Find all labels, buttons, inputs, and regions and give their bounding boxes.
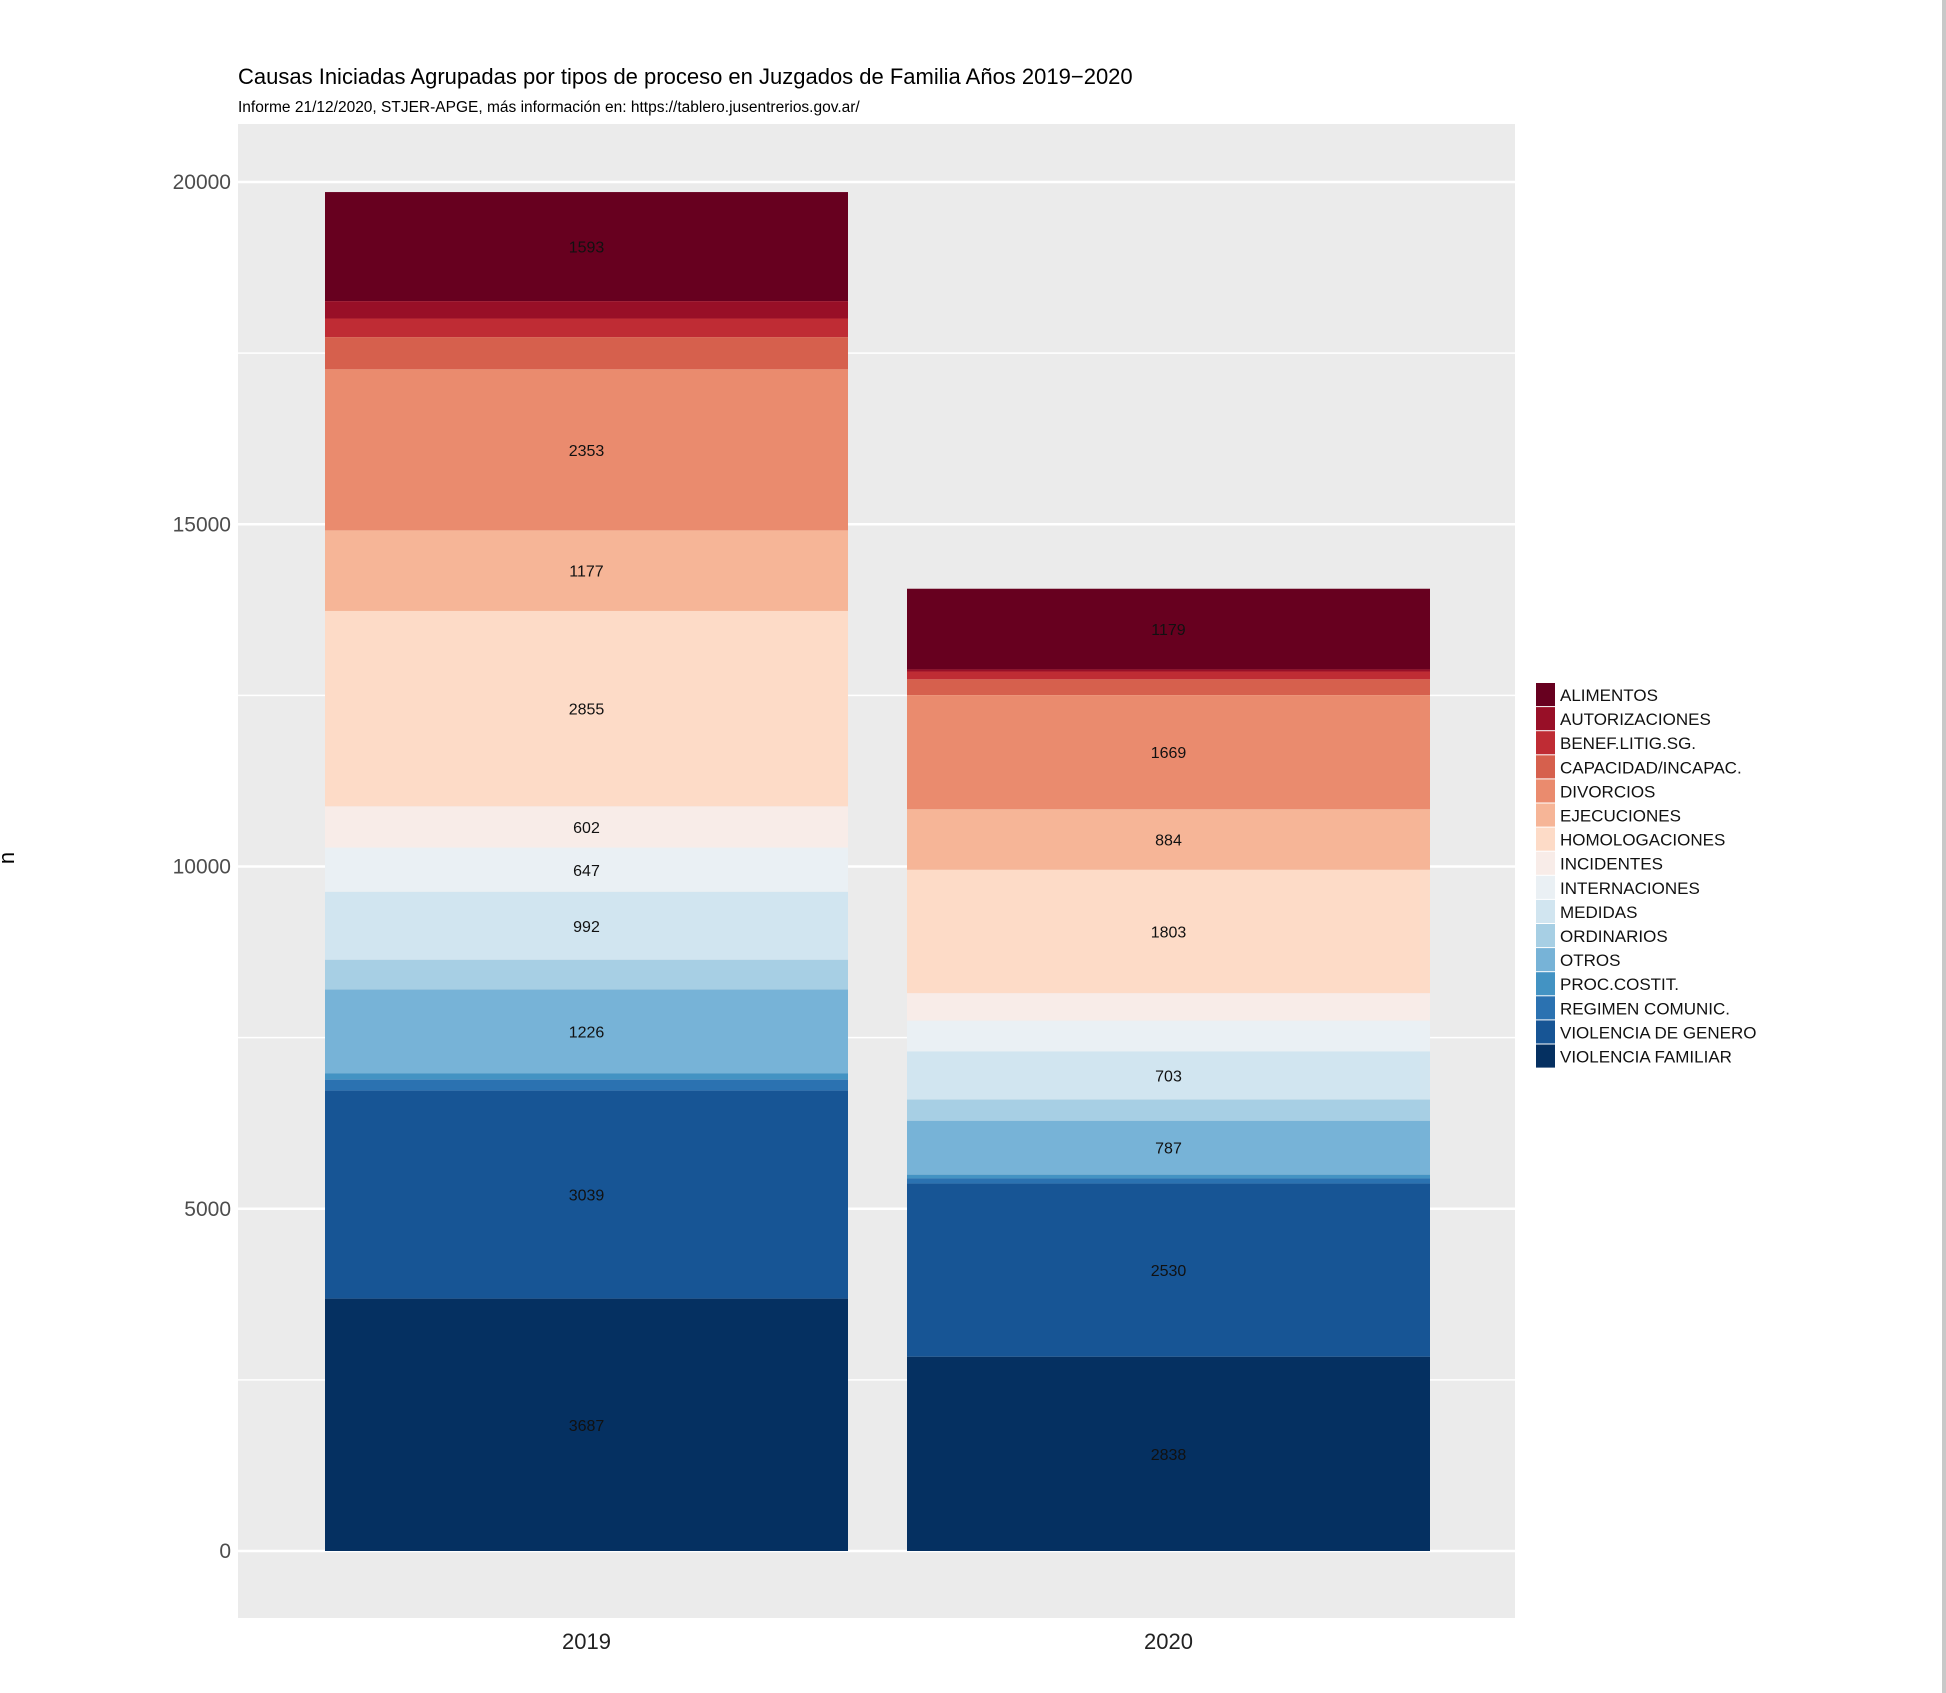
legend-label: INTERNACIONES [1560,879,1700,898]
bar-segment-2019-autorizaciones [325,301,848,319]
data-label: 1593 [569,240,605,257]
bar-segment-2020-regimen-comunic- [907,1178,1430,1184]
y-tick-label: 10000 [173,856,231,879]
legend-label: BENEF.LITIG.SG. [1560,734,1696,753]
legend-label: ALIMENTOS [1560,686,1658,705]
bar-segment-2019-ordinarios [325,959,848,990]
data-label: 787 [1155,1141,1182,1158]
legend-label: VIOLENCIA DE GENERO [1560,1023,1757,1042]
legend-swatch [1536,683,1555,707]
data-label: 703 [1155,1069,1182,1086]
data-label: 1179 [1151,622,1186,639]
data-label: 992 [573,919,600,936]
data-label: 1669 [1151,745,1187,762]
data-label: 1803 [1151,925,1187,942]
bar-segment-2019-alimentos [325,192,848,302]
bars [325,192,1430,1551]
legend-label: AUTORIZACIONES [1560,710,1711,729]
bar-segment-2019-homologaciones [325,610,848,807]
bar-segment-2019-benef-litig-sg- [325,318,848,338]
bar-segment-2020-alimentos [907,588,1430,670]
bar-segment-2020-divorcios [907,695,1430,810]
legend-swatch [1536,899,1555,923]
bar-segment-2019-ejecuciones [325,530,848,611]
data-label: 3039 [569,1188,605,1205]
bar-segment-2019-capacidad-incapac- [325,337,848,370]
bar-segment-2020-violencia-familiar [907,1356,1430,1551]
bar-segment-2019-violencia-de-genero [325,1090,848,1299]
legend-label: REGIMEN COMUNIC. [1560,999,1730,1018]
legend-label: DIVORCIOS [1560,782,1655,801]
legend-swatch [1536,731,1555,755]
data-label: 2353 [569,443,605,460]
y-tick-label: 15000 [173,513,231,536]
bar-segment-2019-internaciones [325,847,848,892]
y-tick-label: 0 [219,1540,231,1563]
bar-segment-2020-internaciones [907,1020,1430,1052]
bar-segment-2020-ordinarios [907,1099,1430,1121]
legend-label: EJECUCIONES [1560,807,1681,826]
x-axis: 2019 2020 [562,1629,1193,1654]
bar-segment-2020-otros [907,1120,1430,1175]
legend-label: ORDINARIOS [1560,927,1668,946]
legend-label: VIOLENCIA FAMILIAR [1560,1048,1732,1067]
bar-segment-2019-violencia-familiar [325,1298,848,1551]
data-label: 884 [1155,833,1182,850]
legend-swatch [1536,948,1555,972]
legend-swatch [1536,972,1555,996]
y-axis-label: n [0,852,19,864]
data-label: 2855 [569,702,605,719]
legend-swatch [1536,996,1555,1020]
bar-segment-2019-regimen-comunic- [325,1079,848,1091]
legend-label: HOMOLOGACIONES [1560,831,1725,850]
bar-segment-2020-capacidad-incapac- [907,679,1430,696]
data-label: 2838 [1151,1447,1187,1464]
bar-segment-2020-homologaciones [907,869,1430,994]
x-tick-label: 2019 [562,1629,611,1654]
legend-swatch [1536,827,1555,851]
y-tick-label: 5000 [184,1198,231,1221]
x-tick-label: 2020 [1144,1629,1193,1654]
segment-labels: 1593 2353 1177 2855 602 647 992 1226 3039 3687 117… [569,240,1187,1464]
window-edge [1942,0,1946,1693]
legend-label: CAPACIDAD/INCAPAC. [1560,758,1742,777]
data-label: 2530 [1151,1263,1187,1280]
legend: ALIMENTOS AUTORIZACIONES BENEF.LITIG.SG. CA… [1536,683,1757,1068]
data-label: 602 [573,820,600,837]
legend-swatch [1536,1044,1555,1068]
data-label: 647 [573,863,600,880]
chart-title: Causas Iniciadas Agrupadas por tipos de … [238,64,1133,89]
bar-segment-2020-autorizaciones [907,669,1430,672]
legend-swatch [1536,803,1555,827]
legend-label: MEDIDAS [1560,903,1637,922]
legend-swatch [1536,755,1555,779]
bar-segment-2020-medidas [907,1051,1430,1100]
bar-segment-2019-otros [325,989,848,1074]
bar-segment-2020-violencia-de-genero [907,1183,1430,1357]
bar-segment-2019-divorcios [325,369,848,531]
y-tick-label: 20000 [173,171,231,194]
data-label: 3687 [569,1418,605,1435]
bar-segment-2020-benef-litig-sg- [907,671,1430,680]
legend-swatch [1536,851,1555,875]
legend-swatch [1536,1020,1555,1044]
legend-label: PROC.COSTIT. [1560,975,1679,994]
bar-segment-2019-incidentes [325,806,848,848]
legend-label: INCIDENTES [1560,855,1663,874]
chart-subtitle: Informe 21/12/2020, STJER-APGE, más info… [238,99,860,116]
bar-segment-2019-medidas [325,891,848,960]
data-label: 1226 [569,1025,605,1042]
legend-swatch [1536,924,1555,948]
bar-segment-2020-ejecuciones [907,809,1430,870]
y-axis: 0 5000 10000 15000 20000 [173,171,231,1563]
bar-segment-2020-proc-costit- [907,1174,1430,1179]
bar-segment-2020-incidentes [907,993,1430,1021]
legend-label: OTROS [1560,951,1620,970]
legend-swatch [1536,875,1555,899]
data-label: 1177 [569,564,604,581]
legend-swatch [1536,707,1555,731]
legend-swatch [1536,779,1555,803]
bar-segment-2019-proc-costit- [325,1073,848,1080]
